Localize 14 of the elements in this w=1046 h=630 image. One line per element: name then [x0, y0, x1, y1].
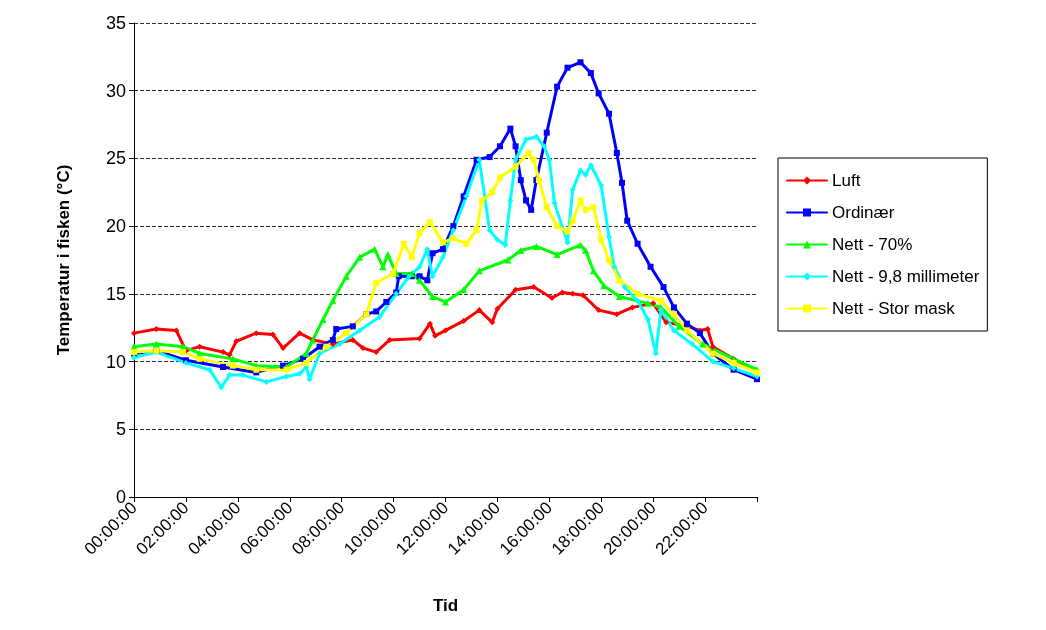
legend-label: Ordinær [832, 203, 895, 222]
legend-label: Nett - Stor mask [832, 299, 956, 318]
y-tick-label: 10 [105, 351, 126, 372]
legend-label: Nett - 70% [832, 235, 913, 254]
y-axis-title: Temperatur i fisken (°C) [54, 164, 73, 356]
legend-label: Nett - 9,8 millimeter [832, 267, 980, 286]
y-tick-label: 30 [105, 80, 126, 101]
y-tick-label: 20 [105, 216, 126, 237]
y-tick-label: 15 [105, 283, 126, 304]
legend-label: Luft [832, 171, 861, 190]
y-tick-label: 25 [105, 148, 126, 169]
y-tick-label: 35 [105, 13, 126, 33]
y-tick-label: 5 [115, 419, 126, 440]
x-axis-title: Tid [432, 596, 459, 615]
